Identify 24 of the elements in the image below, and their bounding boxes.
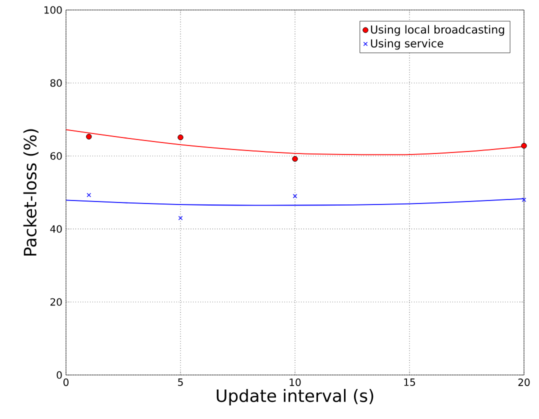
y-tick-label: 100 bbox=[44, 6, 62, 14]
y-tick-label: 60 bbox=[50, 152, 62, 160]
y-axis-title: Packet-loss (%) bbox=[23, 129, 39, 256]
x-tick-label: 5 bbox=[178, 378, 183, 386]
point bbox=[86, 192, 92, 198]
y-tick-label: 20 bbox=[50, 298, 62, 306]
point bbox=[292, 156, 298, 162]
y-tick-label: 40 bbox=[50, 225, 62, 233]
legend-label: Using service bbox=[371, 38, 444, 50]
line-series bbox=[66, 198, 524, 206]
x-tick-label: 20 bbox=[518, 378, 530, 386]
point bbox=[86, 134, 92, 140]
point bbox=[521, 142, 527, 149]
point bbox=[522, 198, 526, 202]
y-tick-label: 0 bbox=[56, 371, 62, 379]
point bbox=[178, 134, 184, 140]
x-tick-label: 15 bbox=[404, 378, 415, 386]
legend-label: Using local broadcasting bbox=[371, 25, 504, 36]
x-tick-label: 0 bbox=[63, 378, 69, 386]
x-axis-title: Update interval (s) bbox=[216, 388, 374, 406]
point bbox=[292, 194, 298, 198]
point bbox=[178, 216, 183, 220]
y-tick-label: 80 bbox=[50, 79, 62, 87]
x-tick-label: 10 bbox=[290, 378, 301, 386]
